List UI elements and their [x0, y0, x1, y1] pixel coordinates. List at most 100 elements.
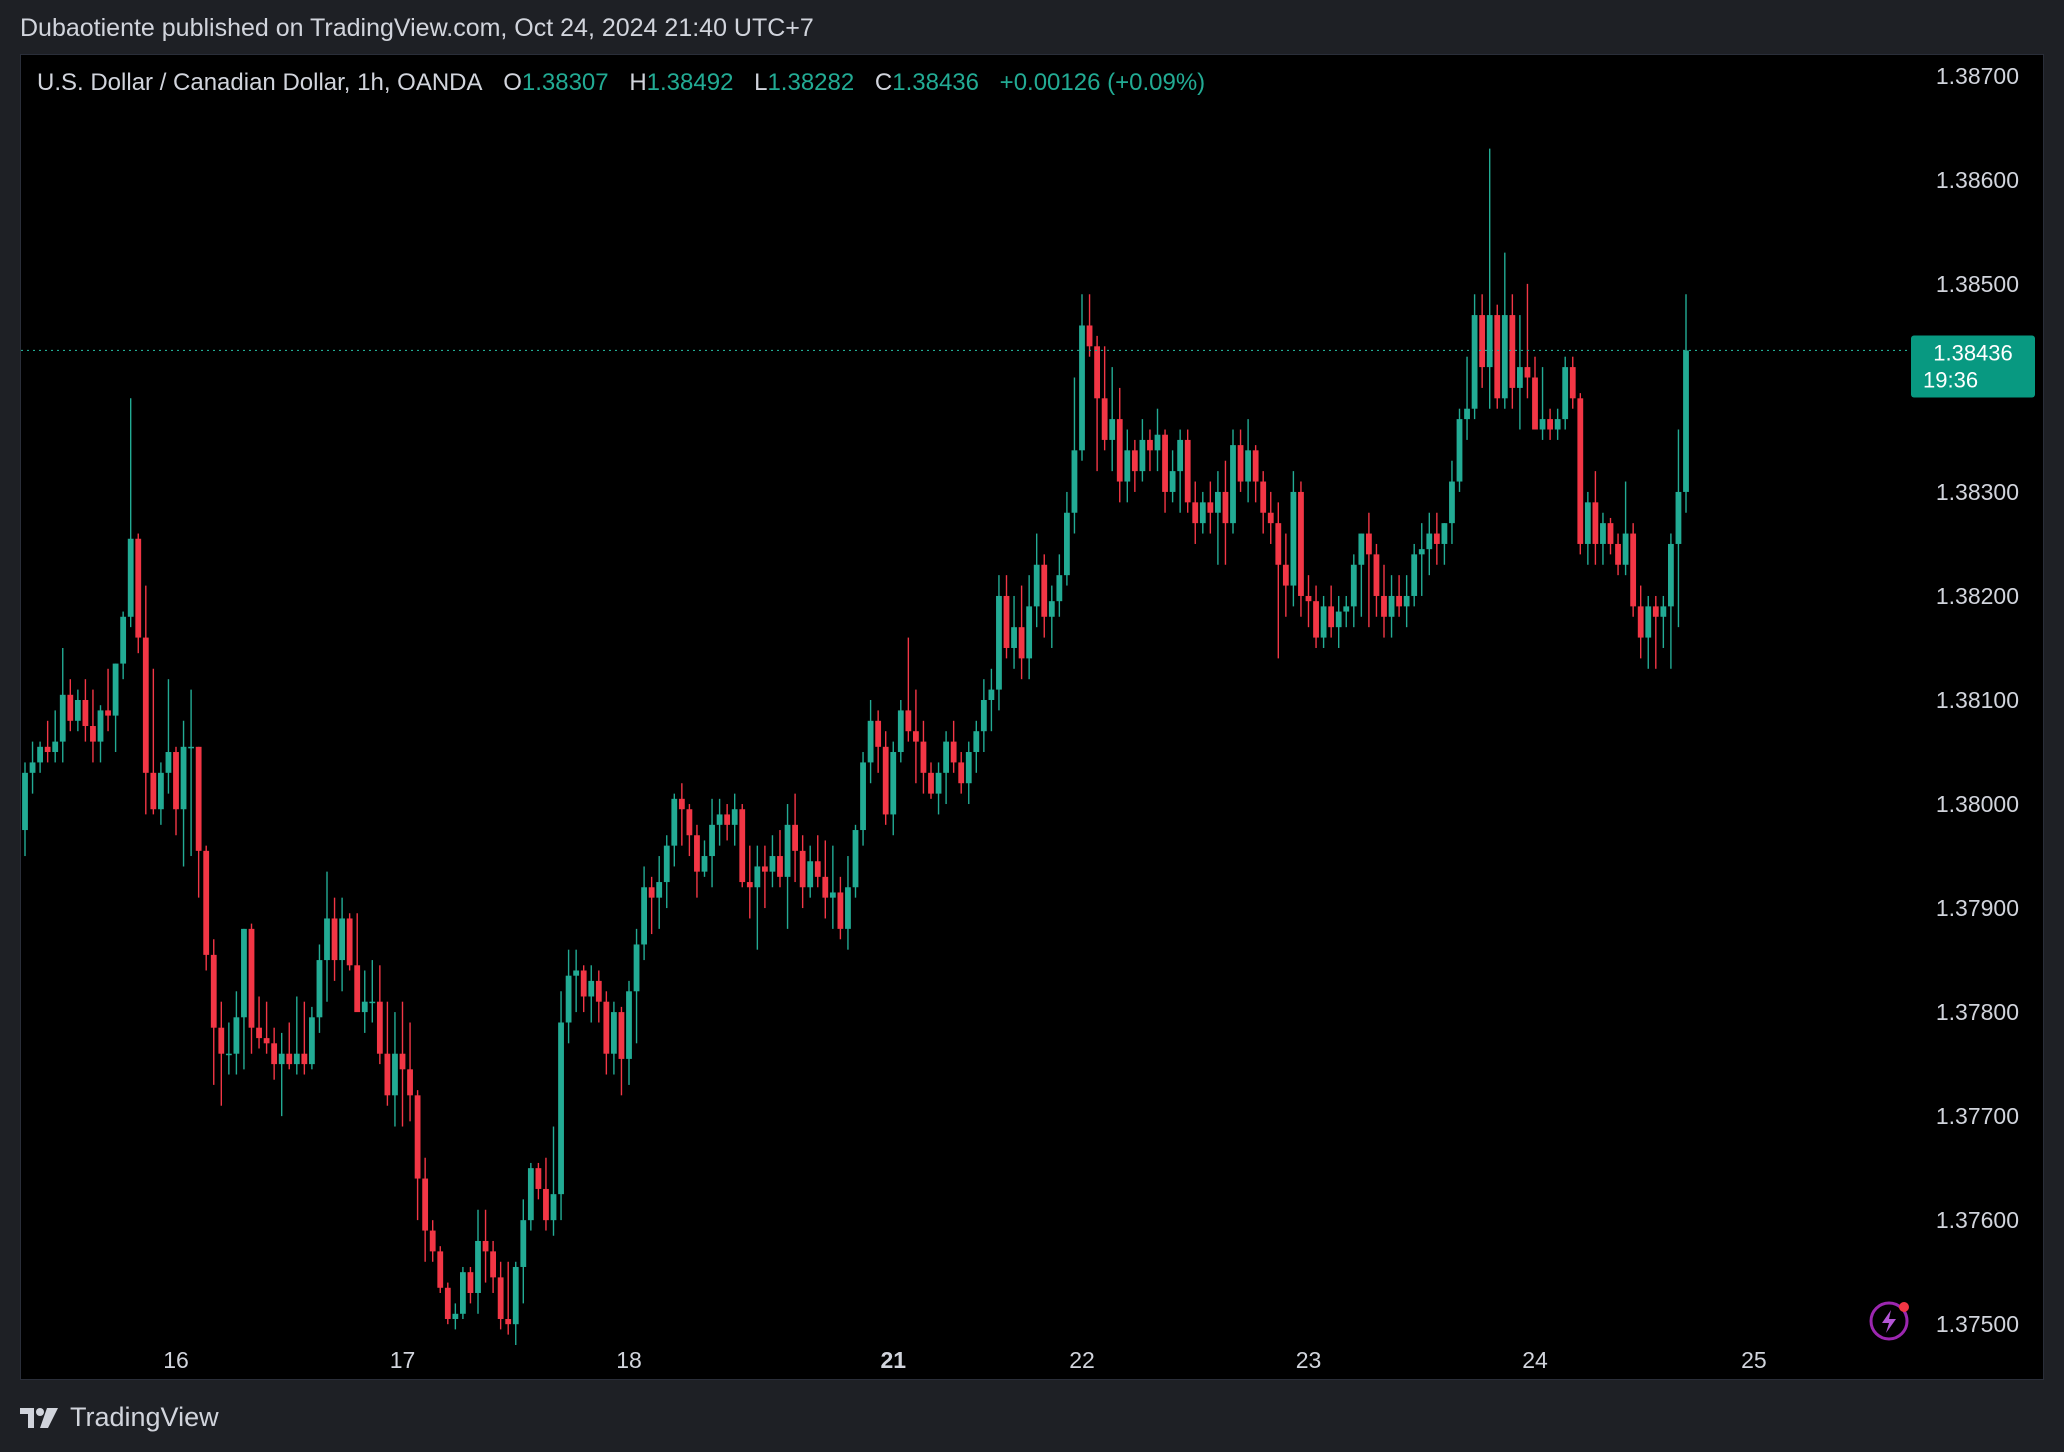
candle-body[interactable] [1637, 606, 1644, 638]
candle-body[interactable] [173, 752, 179, 810]
candle-body[interactable] [1056, 575, 1063, 602]
candle-body[interactable] [1033, 564, 1040, 607]
candle-body[interactable] [1071, 450, 1078, 513]
candle-body[interactable] [1275, 523, 1282, 565]
candle-body[interactable] [777, 856, 783, 877]
candle-body[interactable] [354, 965, 361, 1013]
candle-body[interactable] [1320, 606, 1327, 638]
candle-body[interactable] [799, 850, 806, 888]
candle-body[interactable] [1433, 533, 1440, 544]
candle-body[interactable] [950, 741, 957, 763]
candle-body[interactable] [195, 746, 202, 851]
candle-body[interactable] [278, 1053, 285, 1065]
candle-body[interactable] [641, 887, 647, 945]
candle-body[interactable] [807, 861, 814, 888]
candle-body[interactable] [1267, 512, 1274, 524]
candle-body[interactable] [958, 762, 965, 784]
candle-body[interactable] [1101, 398, 1108, 440]
candle-body[interactable] [897, 710, 904, 753]
candle-body[interactable] [1048, 601, 1055, 617]
candle-body[interactable] [543, 1188, 549, 1221]
candle-body[interactable] [784, 824, 791, 877]
footer-brand[interactable]: TradingView [20, 1402, 219, 1433]
candle-body[interactable] [37, 746, 43, 763]
candle-body[interactable] [980, 700, 987, 732]
candle-body[interactable] [769, 856, 776, 872]
candle-body[interactable] [1041, 564, 1048, 617]
candle-body[interactable] [1622, 533, 1629, 565]
candle-body[interactable] [1600, 523, 1606, 544]
candle-body[interactable] [1305, 595, 1312, 602]
candle-body[interactable] [1215, 491, 1221, 513]
candle-body[interactable] [656, 882, 663, 898]
candle-body[interactable] [535, 1168, 542, 1189]
candle-body[interactable] [316, 960, 323, 1018]
candle-body[interactable] [1139, 439, 1146, 472]
candle-body[interactable] [565, 975, 572, 1023]
candle-body[interactable] [399, 1053, 406, 1070]
candle-body[interactable] [180, 746, 187, 810]
candle-body[interactable] [1230, 445, 1236, 524]
candle-body[interactable] [814, 861, 821, 877]
candle-body[interactable] [1131, 450, 1138, 472]
candle-body[interactable] [482, 1240, 489, 1252]
candle-body[interactable] [875, 720, 882, 747]
candle-body[interactable] [1554, 419, 1561, 430]
candle-body[interactable] [1147, 439, 1153, 451]
candle-body[interactable] [22, 772, 28, 831]
candle-body[interactable] [475, 1240, 481, 1293]
candle-body[interactable] [1615, 543, 1621, 565]
candle-body[interactable] [512, 1266, 519, 1325]
candle-body[interactable] [1064, 512, 1070, 576]
candle-body[interactable] [1011, 627, 1017, 648]
candle-body[interactable] [1471, 315, 1478, 409]
candle-body[interactable] [407, 1069, 413, 1096]
candle-body[interactable] [429, 1230, 436, 1252]
candle-body[interactable] [97, 710, 104, 742]
candle-body[interactable] [74, 700, 81, 721]
candle-body[interactable] [218, 1027, 225, 1054]
candle-body[interactable] [1441, 523, 1448, 544]
candle-body[interactable] [663, 845, 670, 883]
candle-body[interactable] [558, 1022, 564, 1195]
candle-body[interactable] [105, 710, 111, 716]
candle-body[interactable] [686, 809, 693, 836]
candle-body[interactable] [467, 1272, 474, 1293]
candle-body[interactable] [90, 726, 96, 742]
candle-body[interactable] [1396, 595, 1402, 607]
candle-body[interactable] [165, 752, 172, 773]
candle-body[interactable] [724, 814, 731, 825]
candle-body[interactable] [44, 746, 51, 753]
candle-body[interactable] [1003, 595, 1010, 648]
candle-body[interactable] [1668, 543, 1674, 607]
candle-body[interactable] [384, 1053, 391, 1096]
candle-body[interactable] [1577, 398, 1584, 544]
candle-body[interactable] [867, 720, 874, 763]
candle-body[interactable] [792, 824, 798, 851]
candle-body[interactable] [452, 1313, 459, 1319]
candle-body[interactable] [158, 772, 164, 810]
candle-body[interactable] [1184, 439, 1191, 503]
candle-body[interactable] [1509, 315, 1516, 388]
candle-body[interactable] [263, 1038, 270, 1044]
candle-body[interactable] [369, 1001, 376, 1004]
candle-body[interactable] [1177, 439, 1184, 472]
candle-body[interactable] [943, 741, 949, 773]
candle-body[interactable] [935, 772, 942, 794]
candle-body[interactable] [678, 798, 685, 810]
candle-body[interactable] [150, 772, 157, 810]
candle-body[interactable] [505, 1318, 512, 1325]
candle-body[interactable] [1517, 367, 1523, 388]
candle-body[interactable] [1199, 502, 1206, 524]
candle-body[interactable] [852, 830, 859, 888]
candle-body[interactable] [520, 1220, 527, 1267]
candle-body[interactable] [127, 538, 134, 617]
candle-body[interactable] [241, 928, 247, 1018]
candle-body[interactable] [1192, 502, 1199, 524]
candle-body[interactable] [1162, 434, 1168, 492]
candle-body[interactable] [1524, 367, 1531, 378]
candle-body[interactable] [762, 866, 768, 872]
candle-body[interactable] [890, 752, 897, 815]
candle-body[interactable] [716, 814, 723, 825]
candle-body[interactable] [648, 887, 655, 898]
